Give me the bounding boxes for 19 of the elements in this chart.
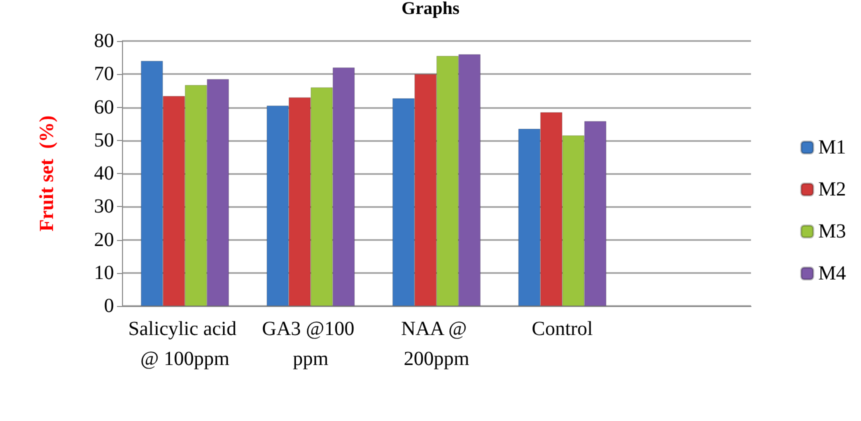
y-tick-label: 0 <box>104 295 114 317</box>
x-tick-label: GA3 @100 ppm <box>262 318 360 370</box>
y-tick-label: 20 <box>94 228 114 251</box>
legend-label: M4 <box>818 262 846 284</box>
chart-title: Graphs <box>401 0 460 18</box>
y-axis-title: Fruit set (%) <box>36 115 58 232</box>
y-tick-label: 80 <box>94 30 114 52</box>
x-tick-label: Control <box>532 318 594 340</box>
x-tick-label: NAA @ 200ppm <box>401 318 472 370</box>
legend-label: M3 <box>818 220 846 242</box>
y-tick-label: 60 <box>94 96 114 118</box>
legend-label: M2 <box>818 178 846 200</box>
y-tick-label: 40 <box>94 162 114 184</box>
y-tick-label: 30 <box>94 196 114 218</box>
y-tick-label: 70 <box>94 63 114 86</box>
legend-label: M1 <box>818 136 846 158</box>
y-tick-label: 10 <box>94 262 114 284</box>
y-tick-label: 50 <box>94 129 114 152</box>
x-tick-label: Salicylic acid @ 100ppm <box>128 318 242 370</box>
